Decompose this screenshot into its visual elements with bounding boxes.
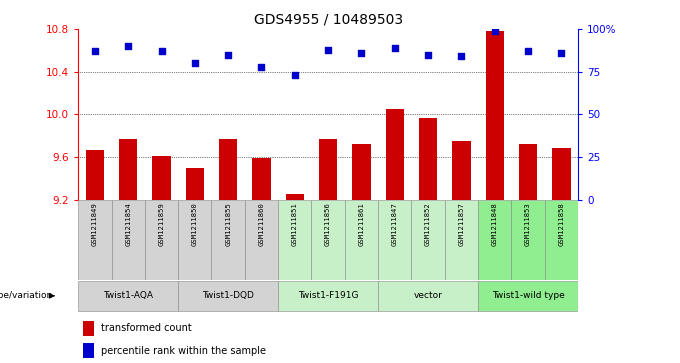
Text: GSM1211857: GSM1211857 <box>458 202 464 246</box>
Bar <box>78 281 178 310</box>
Bar <box>545 200 578 280</box>
Bar <box>83 343 94 358</box>
Point <box>422 52 434 58</box>
Bar <box>245 200 278 280</box>
Point <box>122 43 133 49</box>
Point <box>522 48 533 54</box>
Bar <box>83 321 94 336</box>
Bar <box>386 109 404 200</box>
Bar <box>252 158 271 200</box>
Bar <box>411 200 445 280</box>
Point <box>356 50 367 56</box>
Bar <box>186 168 204 200</box>
Point <box>89 48 101 54</box>
Point <box>189 60 200 66</box>
Text: Twist1-F191G: Twist1-F191G <box>298 291 358 300</box>
Bar <box>345 200 378 280</box>
Bar <box>311 200 345 280</box>
Point <box>490 28 500 34</box>
Bar <box>378 200 411 280</box>
Text: GSM1211855: GSM1211855 <box>225 202 231 246</box>
Bar <box>378 281 478 310</box>
Bar <box>78 200 112 280</box>
Text: GSM1211852: GSM1211852 <box>425 202 431 246</box>
Bar <box>519 144 537 200</box>
Title: GDS4955 / 10489503: GDS4955 / 10489503 <box>254 12 403 26</box>
Point <box>156 48 167 54</box>
Text: Twist1-DQD: Twist1-DQD <box>202 291 254 300</box>
Bar <box>278 281 378 310</box>
Text: GSM1211856: GSM1211856 <box>325 202 331 246</box>
Text: GSM1211848: GSM1211848 <box>492 202 498 246</box>
Text: GSM1211854: GSM1211854 <box>125 202 131 246</box>
Point <box>256 64 267 69</box>
Text: GSM1211861: GSM1211861 <box>358 202 364 246</box>
Text: GSM1211858: GSM1211858 <box>558 202 564 246</box>
Bar <box>419 118 437 200</box>
Text: Twist1-AQA: Twist1-AQA <box>103 291 153 300</box>
Point <box>323 46 334 52</box>
Bar <box>319 139 337 200</box>
Text: Twist1-wild type: Twist1-wild type <box>492 291 564 300</box>
Bar <box>178 281 278 310</box>
Bar <box>478 200 511 280</box>
Bar <box>211 200 245 280</box>
Text: genotype/variation: genotype/variation <box>0 291 53 300</box>
Text: GSM1211847: GSM1211847 <box>392 202 398 246</box>
Bar <box>86 150 104 200</box>
Bar <box>478 281 578 310</box>
Text: GSM1211850: GSM1211850 <box>192 202 198 246</box>
Bar <box>286 194 304 200</box>
Point <box>556 50 567 56</box>
Point <box>456 53 466 59</box>
Text: GSM1211849: GSM1211849 <box>92 202 98 246</box>
Text: GSM1211851: GSM1211851 <box>292 202 298 246</box>
Bar <box>552 148 571 200</box>
Bar <box>152 156 171 200</box>
Bar <box>452 141 471 200</box>
Bar <box>219 139 237 200</box>
Point <box>389 45 400 51</box>
Text: GSM1211859: GSM1211859 <box>158 202 165 246</box>
Text: GSM1211860: GSM1211860 <box>258 202 265 246</box>
Bar <box>112 200 145 280</box>
Bar <box>486 31 504 200</box>
Text: percentile rank within the sample: percentile rank within the sample <box>101 346 266 356</box>
Bar <box>445 200 478 280</box>
Bar <box>278 200 311 280</box>
Bar <box>511 200 545 280</box>
Text: GSM1211853: GSM1211853 <box>525 202 531 246</box>
Bar <box>145 200 178 280</box>
Bar <box>352 144 371 200</box>
Text: vector: vector <box>413 291 443 300</box>
Point <box>290 72 301 78</box>
Bar <box>119 139 137 200</box>
Point <box>222 52 234 58</box>
Bar <box>178 200 211 280</box>
Text: transformed count: transformed count <box>101 323 192 333</box>
